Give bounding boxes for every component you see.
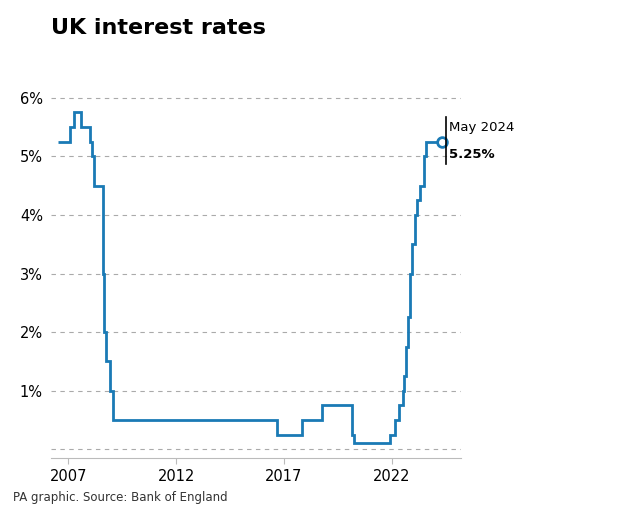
- Text: PA graphic. Source: Bank of England: PA graphic. Source: Bank of England: [13, 491, 227, 504]
- Text: UK interest rates: UK interest rates: [51, 18, 266, 38]
- Text: 5.25%: 5.25%: [449, 148, 494, 161]
- Text: May 2024: May 2024: [449, 121, 514, 133]
